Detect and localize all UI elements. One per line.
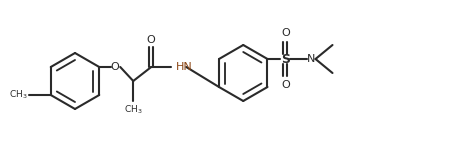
Text: O: O	[281, 28, 290, 38]
Text: HN: HN	[176, 62, 193, 72]
Text: CH$_3$: CH$_3$	[124, 103, 143, 116]
Text: N: N	[307, 54, 315, 64]
Text: CH$_3$: CH$_3$	[9, 89, 28, 101]
Text: O: O	[147, 35, 156, 45]
Text: O: O	[281, 80, 290, 90]
Text: O: O	[111, 62, 120, 72]
Text: S: S	[281, 52, 290, 65]
